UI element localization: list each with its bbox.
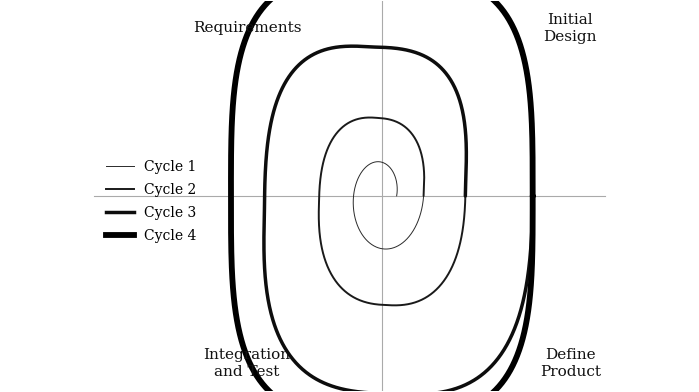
Text: Define
Product: Define Product: [540, 348, 601, 379]
Text: Requirements: Requirements: [193, 22, 301, 35]
Legend: Cycle 1, Cycle 2, Cycle 3, Cycle 4: Cycle 1, Cycle 2, Cycle 3, Cycle 4: [101, 154, 201, 249]
Text: Initial
Design: Initial Design: [544, 13, 597, 44]
Text: Integration
and Test: Integration and Test: [203, 348, 291, 379]
